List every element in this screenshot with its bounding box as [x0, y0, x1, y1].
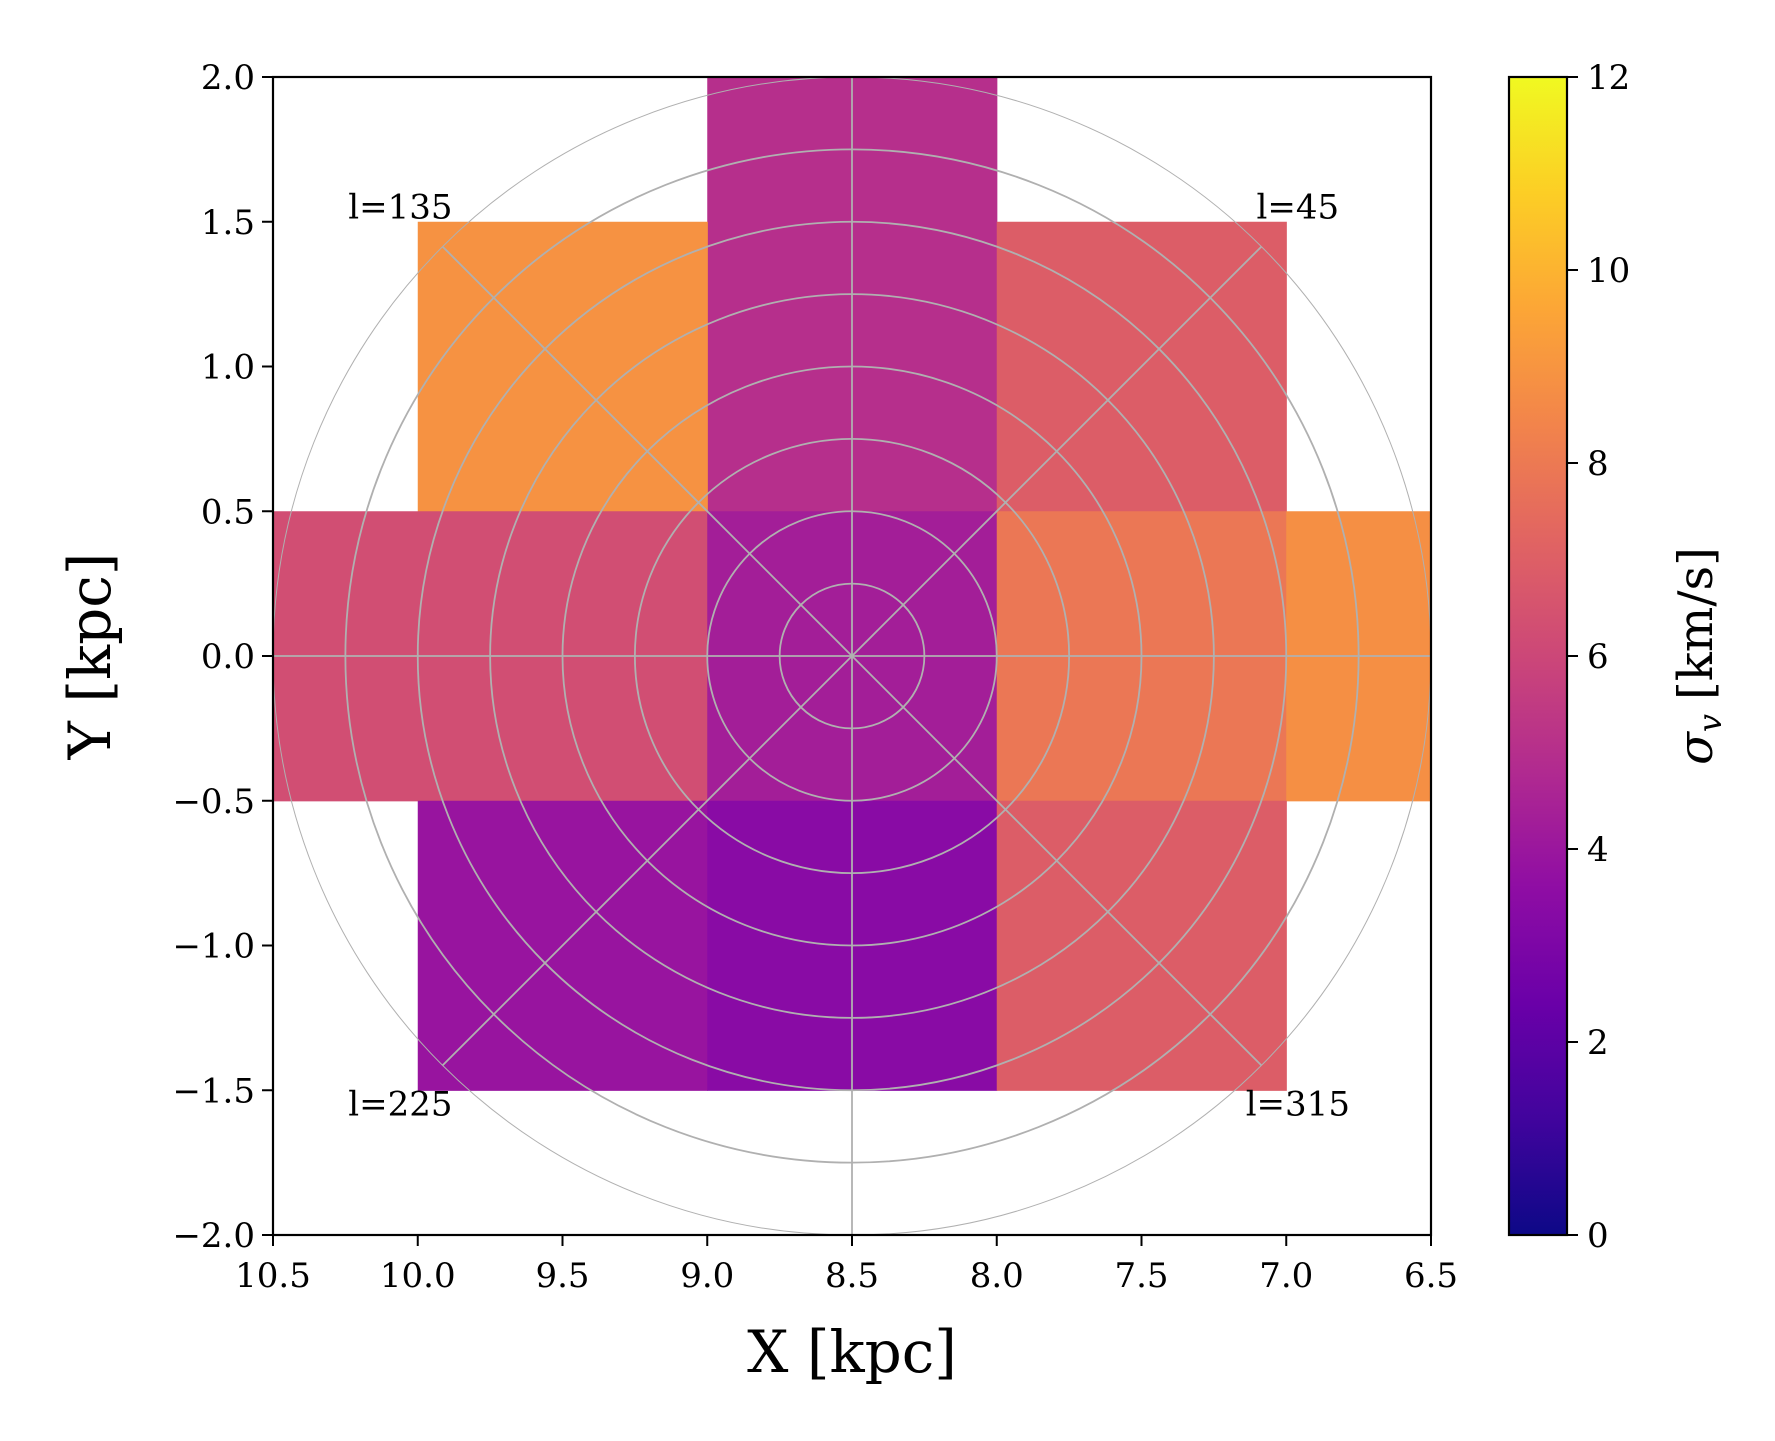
y-tick-label: −2.0	[172, 1216, 255, 1256]
colorbar-tick-label: 2	[1587, 1023, 1609, 1063]
x-tick-label: 10.0	[380, 1256, 456, 1296]
x-tick-label: 8.5	[825, 1256, 879, 1296]
x-tick-label: 8.0	[970, 1256, 1024, 1296]
colorbar-tick-label: 12	[1587, 58, 1630, 98]
y-axis-ticks: 2.0 1.5 1.0 0.5 0.0 −0.5 −1.0 −1.5 −2.0	[172, 58, 273, 1256]
y-tick-label: −1.0	[172, 927, 255, 967]
colorbar-tick-label: 6	[1587, 637, 1609, 677]
annotation-label-3: l=315	[1246, 1085, 1350, 1125]
colorbar-label-units: [km/s]	[1668, 547, 1724, 700]
colorbar-tick-label: 4	[1587, 830, 1609, 870]
grid-spoke-45	[441, 245, 853, 657]
colorbar-label-symbol: σ	[1668, 731, 1724, 765]
annotation-label-2: l=225	[348, 1085, 452, 1125]
polar-grid	[273, 77, 1431, 1235]
colorbar-label: σv [km/s]	[1668, 547, 1729, 765]
x-axis-ticks: 10.5 10.0 9.5 9.0 8.5 8.0 7.5 7.0 6.5	[235, 1235, 1458, 1296]
y-tick-label: 1.0	[201, 348, 255, 388]
grid-spoke-225	[851, 655, 1263, 1067]
x-tick-label: 9.0	[680, 1256, 734, 1296]
x-tick-label: 6.5	[1404, 1256, 1458, 1296]
colorbar-tick-label: 10	[1587, 251, 1630, 291]
y-tick-label: −1.5	[172, 1071, 255, 1111]
x-tick-label: 7.5	[1114, 1256, 1168, 1296]
colorbar-tick-label: 0	[1587, 1216, 1609, 1256]
annotation-label-0: l=135	[348, 187, 452, 227]
y-axis-label: Y [kpc]	[56, 553, 124, 761]
colorbar-label-subscript: v	[1691, 714, 1729, 732]
y-tick-label: 0.0	[201, 637, 255, 677]
colorbar	[1507, 75, 1569, 1237]
y-tick-label: 2.0	[201, 58, 255, 98]
x-tick-label: 7.0	[1259, 1256, 1313, 1296]
annotation-label-1: l=45	[1257, 187, 1340, 227]
corner-annotations: l=135 l=45 l=225 l=315	[348, 187, 1350, 1124]
x-axis-label: X [kpc]	[747, 1318, 957, 1386]
grid-spoke-315	[441, 655, 853, 1067]
y-tick-label: −0.5	[172, 782, 255, 822]
grid-spoke-135	[851, 245, 1263, 657]
y-tick-label: 1.5	[201, 203, 255, 243]
x-tick-label: 9.5	[535, 1256, 589, 1296]
x-tick-label: 10.5	[235, 1256, 311, 1296]
colorbar-ticks: 0 2 4 6 8 10 12	[1567, 58, 1630, 1256]
y-tick-label: 0.5	[201, 492, 255, 532]
colorbar-tick-label: 8	[1587, 444, 1609, 484]
